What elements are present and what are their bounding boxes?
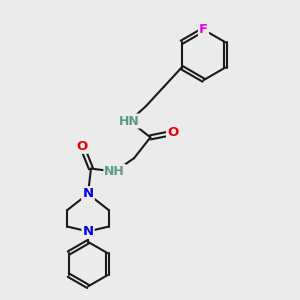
Text: HN: HN bbox=[119, 115, 140, 128]
Text: O: O bbox=[76, 140, 88, 153]
Text: F: F bbox=[199, 23, 208, 36]
Text: NH: NH bbox=[104, 165, 125, 178]
Text: N: N bbox=[82, 225, 94, 238]
Text: N: N bbox=[82, 187, 94, 200]
Text: O: O bbox=[167, 126, 178, 140]
Text: N: N bbox=[82, 187, 94, 200]
